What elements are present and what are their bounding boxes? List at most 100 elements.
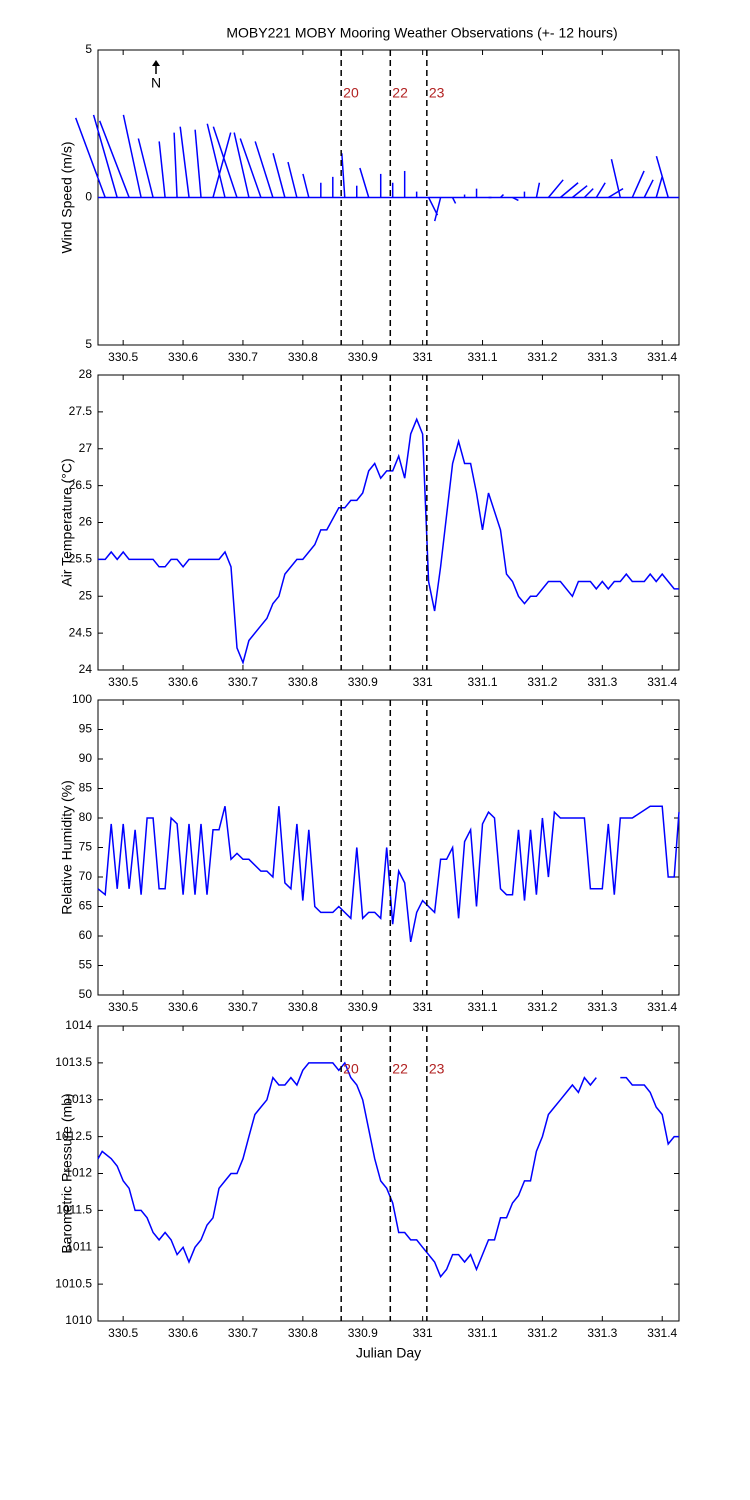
wind-stick — [254, 141, 274, 198]
event-label: 20 — [343, 85, 359, 101]
y-tick-label: 26.5 — [69, 478, 93, 492]
x-tick-label: 330.5 — [108, 1326, 138, 1340]
y-axis-label: Wind Speed (m/s) — [59, 141, 75, 253]
x-tick-label: 331 — [413, 1326, 433, 1340]
wind-stick — [631, 170, 645, 198]
y-tick-label: 1010 — [65, 1313, 92, 1327]
wind-stick — [433, 197, 442, 222]
y-tick-label: 1011 — [66, 1239, 92, 1253]
x-tick-label: 331.3 — [587, 1000, 617, 1014]
plot-frame — [97, 1025, 680, 1322]
plot-frame — [97, 699, 680, 996]
x-tick-label: 331.4 — [647, 1000, 677, 1014]
x-tick-label: 330.6 — [168, 1326, 198, 1340]
wind-stick — [212, 126, 238, 198]
x-tick-label: 331.4 — [647, 350, 677, 364]
wind-stick — [98, 120, 130, 198]
x-tick-label: 330.5 — [108, 1000, 138, 1014]
x-tick-label: 330.8 — [288, 1326, 318, 1340]
x-tick-label: 331 — [413, 1000, 433, 1014]
y-tick-label: 5 — [85, 337, 92, 351]
wind-stick — [643, 179, 654, 198]
y-tick-label: 50 — [79, 987, 93, 1001]
y-tick-label: 5 — [85, 42, 92, 56]
x-tick-label: 331.2 — [527, 1326, 557, 1340]
wind-stick — [547, 179, 564, 198]
x-tick-label: 331.2 — [527, 350, 557, 364]
x-tick-label: 331.2 — [527, 675, 557, 689]
y-tick-label: 100 — [72, 692, 92, 706]
data-line — [97, 1061, 679, 1279]
wind-stick — [583, 188, 594, 199]
y-tick-label: 80 — [79, 810, 93, 824]
y-tick-label: 25.5 — [69, 552, 93, 566]
y-tick-label: 0 — [85, 190, 92, 204]
panel: 5 0 5 330.5 330.6 330.7 330.8 330.9 331 331.1 331.… — [59, 25, 680, 364]
x-tick-label: 331 — [413, 675, 433, 689]
y-tick-label: 70 — [79, 869, 93, 883]
wind-stick — [137, 138, 154, 198]
y-tick-label: 95 — [79, 722, 93, 736]
wind-stick — [74, 117, 106, 198]
x-tick-label: 330.9 — [348, 1000, 378, 1014]
x-tick-label: 330.9 — [348, 1326, 378, 1340]
wind-stick — [302, 173, 310, 198]
data-line — [97, 805, 680, 943]
x-tick-label: 331.3 — [587, 1326, 617, 1340]
data-line — [98, 417, 679, 665]
wind-stick — [512, 196, 519, 202]
wind-stick — [194, 129, 202, 198]
wind-stick — [655, 155, 669, 198]
y-tick-label: 1013.5 — [55, 1055, 92, 1069]
wind-stick — [610, 158, 622, 198]
wind-stick — [239, 138, 262, 198]
y-tick-label: 24 — [79, 662, 93, 676]
wind-stick — [427, 197, 439, 216]
north-label: N — [151, 75, 161, 91]
x-tick-label: 331.4 — [647, 675, 677, 689]
wind-stick — [655, 176, 663, 198]
wind-stick — [341, 153, 346, 198]
y-tick-label: 1012.5 — [55, 1129, 92, 1143]
y-tick-label: 26 — [79, 515, 93, 529]
wind-stick — [92, 114, 118, 198]
wind-stick — [206, 123, 226, 198]
chart-title: MOBY221 MOBY Mooring Weather Observation… — [226, 25, 617, 41]
x-tick-label: 330.6 — [168, 350, 198, 364]
y-tick-label: 1014 — [65, 1018, 92, 1032]
y-axis-label: Air Temperature (°C) — [59, 458, 75, 586]
wind-stick — [272, 153, 286, 198]
x-tick-label: 330.7 — [228, 350, 258, 364]
x-tick-label: 330.5 — [108, 350, 138, 364]
y-tick-label: 75 — [79, 840, 93, 854]
y-tick-label: 90 — [79, 751, 93, 765]
event-label: 22 — [392, 85, 408, 101]
y-tick-label: 1012 — [65, 1166, 92, 1180]
y-tick-label: 1011.5 — [56, 1203, 92, 1217]
wind-stick — [173, 132, 178, 198]
x-tick-label: 331.3 — [587, 350, 617, 364]
y-tick-label: 27 — [79, 441, 93, 455]
wind-stick — [122, 114, 142, 198]
wind-stick — [287, 161, 298, 198]
y-tick-label: 1010.5 — [55, 1276, 92, 1290]
x-tick-label: 331 — [413, 350, 433, 364]
y-tick-label: 85 — [79, 781, 93, 795]
panel: 50 55 60 65 70 75 80 85 90 95 100 330.5 330.6 330.7 33… — [59, 692, 680, 1014]
x-tick-label: 331.3 — [587, 675, 617, 689]
y-axis-label: Relative Humidity (%) — [59, 780, 75, 915]
event-label: 20 — [343, 1061, 359, 1077]
wind-stick — [158, 141, 166, 198]
panel: 1010 1010.5 1011 1011.5 1012 1012.5 1013 1013.5… — [55, 1018, 680, 1361]
x-tick-label: 331.1 — [468, 1000, 498, 1014]
x-tick-label: 330.9 — [348, 675, 378, 689]
wind-stick — [595, 182, 606, 198]
y-tick-label: 60 — [79, 928, 93, 942]
x-tick-label: 330.8 — [288, 675, 318, 689]
wind-stick — [233, 132, 250, 198]
y-tick-label: 24.5 — [69, 625, 93, 639]
x-tick-label: 331.2 — [527, 1000, 557, 1014]
x-tick-label: 331.1 — [468, 1326, 498, 1340]
wind-stick — [359, 167, 370, 198]
